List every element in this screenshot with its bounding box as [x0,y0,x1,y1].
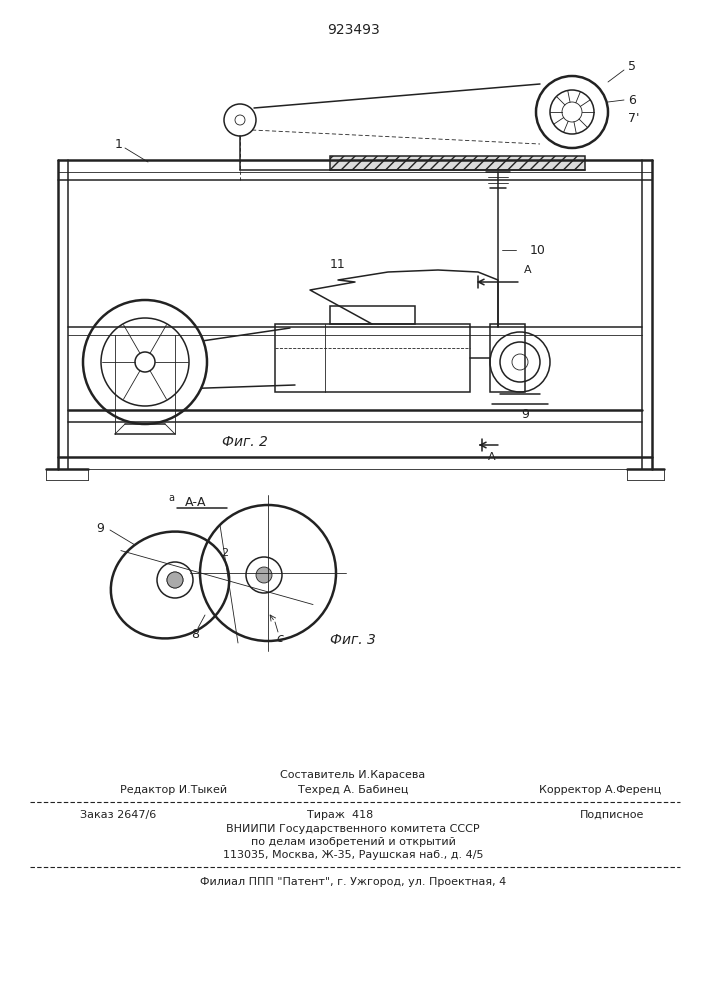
Text: Техред А. Бабинец: Техред А. Бабинец [298,785,408,795]
Text: А-А: А-А [185,495,206,508]
Text: Фиг. 2: Фиг. 2 [222,435,268,449]
Text: А: А [524,265,532,275]
Text: Корректор А.Ференц: Корректор А.Ференц [539,785,661,795]
Bar [275,324,470,392]
Circle shape [167,572,183,588]
Text: по делам изобретений и открытий: по делам изобретений и открытий [250,837,455,847]
Text: 113035, Москва, Ж-35, Раушская наб., д. 4/5: 113035, Москва, Ж-35, Раушская наб., д. … [223,850,484,860]
Text: 7': 7' [628,111,640,124]
Text: 9: 9 [521,408,529,420]
Text: Филиал ППП "Патент", г. Ужгород, ул. Проектная, 4: Филиал ППП "Патент", г. Ужгород, ул. Про… [200,877,506,887]
Text: Тираж  418: Тираж 418 [307,810,373,820]
Text: Составитель И.Карасева: Составитель И.Карасева [281,770,426,780]
Bar [490,324,525,392]
Text: 5: 5 [628,60,636,73]
Bar [330,156,585,170]
Text: 8: 8 [191,629,199,642]
Text: А: А [489,452,496,462]
Text: Редактор И.Тыкей: Редактор И.Тыкей [120,785,227,795]
Text: 9: 9 [96,522,104,534]
Text: 1: 1 [115,138,123,151]
Text: 10: 10 [530,243,546,256]
Text: Фиг. 3: Фиг. 3 [330,633,376,647]
Text: Заказ 2647/6: Заказ 2647/6 [80,810,156,820]
Text: ВНИИПИ Государственного комитета СССР: ВНИИПИ Государственного комитета СССР [226,824,480,834]
Text: 11: 11 [330,258,346,271]
Text: 6: 6 [628,94,636,106]
Text: 2: 2 [221,548,228,558]
Text: c: c [276,632,284,645]
Circle shape [256,567,272,583]
Bar [330,306,415,324]
Text: 923493: 923493 [327,23,380,37]
Text: Подписное: Подписное [580,810,644,820]
Text: а: а [168,493,174,503]
